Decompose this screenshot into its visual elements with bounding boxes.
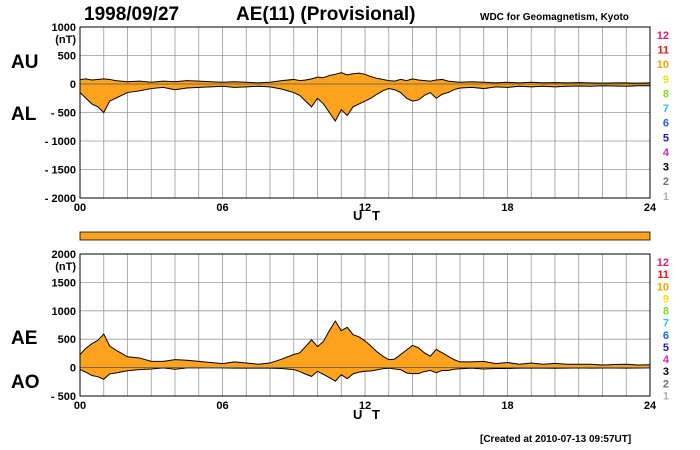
station-legend-1: 1 (663, 391, 669, 403)
fill-area-au-al (80, 72, 650, 122)
station-legend-10: 10 (657, 59, 669, 71)
station-legend-3: 3 (663, 366, 669, 378)
plot-frame-au-al (79, 26, 651, 199)
plot-frame-ae-ao (79, 253, 651, 397)
x-tick-label: 18 (501, 400, 513, 412)
y-tick-label: 1500 (52, 277, 76, 289)
ao-label: AO (11, 372, 40, 393)
x-tick-label: 06 (216, 400, 228, 412)
x-tick-label: 12 (359, 202, 371, 214)
series-line-al (79, 85, 650, 123)
station-legend-8: 8 (663, 306, 669, 318)
created-timestamp: [Created at 2010-07-13 09:57UT] (480, 434, 632, 445)
ae-label: AE (11, 328, 38, 349)
station-legend-7: 7 (663, 103, 669, 115)
station-legend-3: 3 (663, 162, 669, 174)
station-legend-10: 10 (657, 281, 669, 293)
y-tick-label: 500 (58, 51, 76, 63)
x-tick-label: 06 (216, 202, 228, 214)
station-legend-6: 6 (663, 330, 669, 342)
series-line-au (79, 72, 651, 84)
x-tick-label: 00 (74, 202, 86, 214)
al-label: AL (11, 104, 37, 125)
date-title: 1998/09/27 (84, 4, 180, 25)
y-tick-label: 1000 (52, 306, 76, 318)
station-legend-5: 5 (663, 132, 669, 144)
station-legend-2: 2 (663, 176, 669, 188)
x-axis-label-bottom: U T (353, 407, 383, 422)
station-legend-11: 11 (657, 269, 669, 281)
y-tick-label: 500 (58, 334, 76, 346)
station-legend-9: 9 (663, 74, 669, 86)
x-tick-label: 24 (644, 202, 657, 214)
y-unit-label: (nT) (55, 261, 76, 273)
index-title: AE(11) (Provisional) (236, 4, 416, 25)
series-line-ae (79, 320, 651, 366)
station-legend-1: 1 (663, 191, 669, 203)
data-coverage-bar (79, 231, 651, 241)
station-legend-4: 4 (663, 147, 670, 159)
station-legend-4: 4 (663, 354, 670, 366)
y-tick-label: 0 (70, 363, 76, 375)
y-tick-label: - 500 (51, 391, 76, 403)
series-line-ao (79, 367, 651, 382)
au-label: AU (11, 52, 39, 73)
station-legend-12: 12 (657, 30, 669, 42)
station-legend-12: 12 (657, 257, 669, 269)
x-tick-label: 00 (74, 400, 86, 412)
y-tick-label: 2000 (52, 249, 76, 261)
station-legend-6: 6 (663, 118, 669, 130)
station-legend-11: 11 (657, 45, 669, 57)
y-tick-label: - 500 (51, 108, 76, 120)
x-axis-label-top: U T (353, 208, 383, 223)
fill-area-ae-ao (80, 321, 650, 382)
y-tick-label: - 1500 (45, 165, 76, 177)
station-legend-5: 5 (663, 342, 669, 354)
y-tick-label: 0 (70, 79, 76, 91)
station-legend-7: 7 (663, 318, 669, 330)
source-label: WDC for Geomagnetism, Kyoto (480, 12, 629, 23)
x-tick-label: 18 (501, 202, 513, 214)
x-tick-label: 12 (359, 400, 371, 412)
x-tick-label: 24 (644, 400, 657, 412)
y-tick-label: 1000 (52, 22, 76, 34)
y-unit-label: (nT) (55, 34, 76, 46)
y-tick-label: - 1000 (45, 136, 76, 148)
station-legend-8: 8 (663, 88, 669, 100)
station-legend-2: 2 (663, 378, 669, 390)
station-legend-9: 9 (663, 293, 669, 305)
y-tick-label: - 2000 (45, 193, 76, 205)
